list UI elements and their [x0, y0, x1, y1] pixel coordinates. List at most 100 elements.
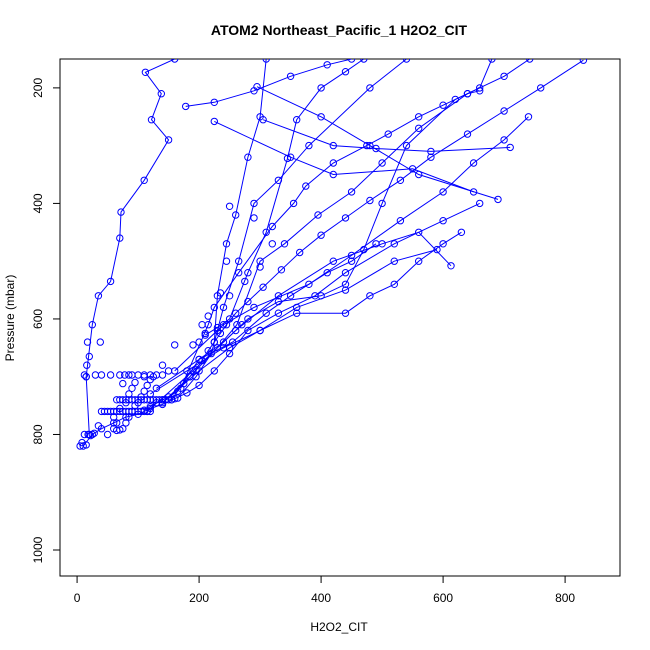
data-point	[171, 341, 179, 349]
data-point	[228, 338, 237, 346]
data-point	[157, 90, 166, 98]
data-point	[280, 240, 289, 248]
data-point	[140, 373, 148, 381]
data-point	[402, 141, 411, 150]
data-point	[323, 269, 331, 277]
x-tick-label: 400	[311, 591, 331, 605]
data-point	[195, 381, 203, 390]
data-point	[415, 257, 423, 265]
data-point	[225, 292, 234, 300]
series-line-2	[177, 59, 407, 399]
data-point	[198, 321, 206, 329]
data-point	[439, 217, 447, 225]
data-point	[119, 379, 127, 388]
x-tick-label: 600	[433, 591, 453, 605]
data-point	[286, 72, 295, 81]
data-point	[82, 441, 90, 449]
data-point	[305, 141, 313, 150]
data-point	[256, 263, 264, 271]
data-point	[122, 399, 130, 407]
data-point	[146, 390, 155, 398]
data-point	[451, 95, 459, 104]
data-point	[83, 338, 92, 346]
data-point	[476, 84, 484, 92]
data-point	[164, 136, 173, 144]
data-point	[106, 371, 115, 379]
data-point	[232, 309, 240, 317]
data-point	[225, 202, 234, 211]
y-tick-label: 200	[31, 78, 45, 98]
data-point	[85, 352, 94, 361]
data-point	[259, 283, 267, 291]
data-point	[116, 404, 124, 413]
data-point	[360, 59, 368, 63]
data-point	[121, 371, 129, 379]
data-point	[110, 425, 118, 433]
data-point	[86, 431, 95, 440]
data-point	[164, 367, 173, 375]
data-point	[195, 367, 203, 375]
data-point	[289, 199, 298, 208]
data-point	[415, 228, 423, 237]
data-point	[97, 371, 106, 379]
data-point	[253, 83, 261, 91]
data-point	[78, 438, 86, 447]
data-point	[113, 419, 121, 427]
data-point	[363, 141, 371, 150]
data-point	[329, 170, 337, 179]
data-point	[141, 68, 150, 77]
data-point	[241, 277, 249, 286]
data-point	[476, 199, 484, 208]
data-point	[128, 384, 136, 392]
data-point	[235, 269, 243, 277]
data-point	[360, 245, 368, 254]
data-point	[302, 182, 310, 190]
data-point	[378, 159, 386, 167]
data-point	[88, 321, 97, 329]
data-point	[256, 326, 264, 335]
data-point	[476, 87, 484, 95]
data-point	[96, 338, 105, 346]
data-point	[204, 312, 212, 320]
data-point	[232, 211, 240, 219]
data-point	[347, 59, 356, 63]
data-point	[177, 384, 185, 392]
series-line-8	[262, 119, 511, 152]
data-point	[83, 361, 91, 369]
series-line-18	[82, 202, 480, 447]
data-point	[250, 214, 258, 222]
data-point	[186, 373, 194, 381]
data-point	[579, 59, 588, 64]
series-line-10	[146, 231, 452, 412]
data-point	[222, 257, 231, 265]
data-point	[91, 371, 100, 379]
data-point	[372, 144, 380, 153]
data-point	[341, 269, 350, 277]
data-point	[488, 59, 496, 63]
data-point	[125, 371, 133, 379]
data-point	[390, 257, 398, 265]
data-point	[137, 393, 145, 401]
data-point	[317, 113, 325, 121]
data-point	[366, 84, 374, 92]
data-point	[262, 309, 270, 317]
data-point	[283, 154, 292, 163]
data-point	[80, 371, 89, 379]
data-point	[526, 59, 534, 63]
series-line-7	[256, 86, 499, 200]
data-point	[250, 303, 258, 312]
data-point	[469, 159, 478, 167]
data-point	[117, 208, 125, 216]
data-point	[158, 361, 167, 369]
data-point	[122, 419, 130, 427]
data-point	[347, 257, 356, 265]
data-point	[147, 116, 156, 124]
series-line-11	[150, 231, 462, 395]
data-point	[296, 248, 304, 257]
data-point	[317, 231, 325, 239]
data-point	[347, 251, 356, 260]
series-line-6	[214, 120, 474, 193]
data-point	[94, 292, 103, 300]
data-point	[329, 257, 337, 265]
data-point	[366, 292, 374, 300]
